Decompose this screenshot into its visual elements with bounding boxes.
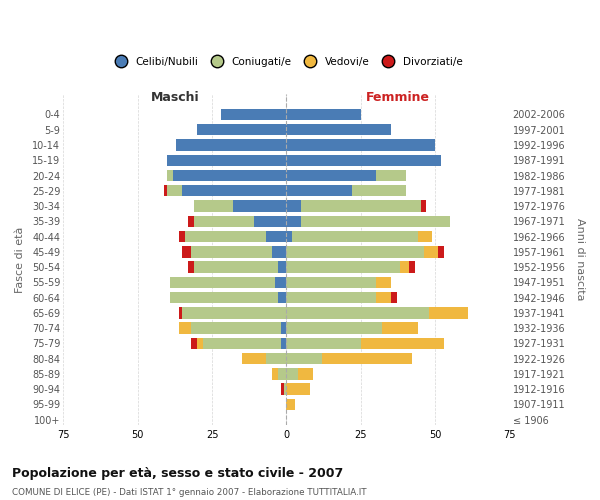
Bar — [266, 353, 286, 364]
Bar — [179, 322, 191, 334]
Bar — [421, 200, 427, 211]
Bar — [286, 231, 292, 242]
Bar — [322, 353, 412, 364]
Bar — [278, 262, 286, 273]
Bar — [167, 170, 173, 181]
Bar — [424, 246, 439, 258]
Bar — [286, 170, 376, 181]
Bar — [281, 338, 286, 349]
Bar — [278, 368, 286, 380]
Bar — [286, 292, 376, 304]
Bar — [286, 154, 442, 166]
Bar — [233, 200, 286, 211]
Bar — [170, 276, 275, 288]
Bar — [179, 231, 185, 242]
Bar — [203, 338, 281, 349]
Bar — [286, 124, 391, 136]
Bar — [272, 368, 278, 380]
Bar — [376, 292, 391, 304]
Bar — [286, 185, 352, 196]
Bar — [382, 322, 418, 334]
Bar — [301, 200, 421, 211]
Bar — [170, 292, 278, 304]
Bar — [191, 322, 281, 334]
Bar — [275, 276, 286, 288]
Bar — [286, 338, 361, 349]
Y-axis label: Fasce di età: Fasce di età — [15, 226, 25, 292]
Bar — [272, 246, 286, 258]
Bar — [191, 338, 197, 349]
Bar — [182, 246, 191, 258]
Text: Femmine: Femmine — [366, 91, 430, 104]
Legend: Celibi/Nubili, Coniugati/e, Vedovi/e, Divorziati/e: Celibi/Nubili, Coniugati/e, Vedovi/e, Di… — [106, 52, 467, 71]
Bar — [182, 185, 286, 196]
Bar — [191, 246, 272, 258]
Bar — [292, 231, 418, 242]
Bar — [286, 246, 424, 258]
Bar — [286, 276, 376, 288]
Bar — [167, 154, 286, 166]
Bar — [284, 384, 286, 395]
Bar — [266, 231, 286, 242]
Bar — [286, 307, 430, 318]
Bar — [301, 216, 451, 227]
Bar — [286, 140, 436, 150]
Bar — [286, 322, 382, 334]
Bar — [173, 170, 286, 181]
Bar — [179, 307, 182, 318]
Bar — [167, 185, 182, 196]
Bar — [242, 353, 266, 364]
Bar — [286, 262, 400, 273]
Bar — [197, 338, 203, 349]
Bar — [376, 170, 406, 181]
Bar — [430, 307, 468, 318]
Bar — [286, 200, 301, 211]
Bar — [391, 292, 397, 304]
Bar — [298, 368, 313, 380]
Bar — [286, 368, 298, 380]
Bar — [418, 231, 433, 242]
Bar — [286, 216, 301, 227]
Bar — [361, 338, 445, 349]
Bar — [182, 307, 286, 318]
Bar — [286, 353, 322, 364]
Bar — [281, 322, 286, 334]
Bar — [176, 140, 286, 150]
Bar — [278, 292, 286, 304]
Bar — [194, 200, 233, 211]
Bar — [400, 262, 409, 273]
Bar — [197, 124, 286, 136]
Bar — [439, 246, 445, 258]
Bar — [188, 216, 194, 227]
Bar — [164, 185, 167, 196]
Bar — [221, 109, 286, 120]
Bar — [352, 185, 406, 196]
Text: COMUNE DI ELICE (PE) - Dati ISTAT 1° gennaio 2007 - Elaborazione TUTTITALIA.IT: COMUNE DI ELICE (PE) - Dati ISTAT 1° gen… — [12, 488, 367, 497]
Text: Popolazione per età, sesso e stato civile - 2007: Popolazione per età, sesso e stato civil… — [12, 468, 343, 480]
Bar — [286, 384, 310, 395]
Bar — [376, 276, 391, 288]
Bar — [286, 109, 361, 120]
Bar — [188, 262, 194, 273]
Text: Maschi: Maschi — [151, 91, 199, 104]
Bar — [286, 398, 295, 410]
Bar — [194, 262, 278, 273]
Bar — [194, 216, 254, 227]
Bar — [409, 262, 415, 273]
Bar — [281, 384, 284, 395]
Bar — [254, 216, 286, 227]
Y-axis label: Anni di nascita: Anni di nascita — [575, 218, 585, 300]
Bar — [185, 231, 266, 242]
